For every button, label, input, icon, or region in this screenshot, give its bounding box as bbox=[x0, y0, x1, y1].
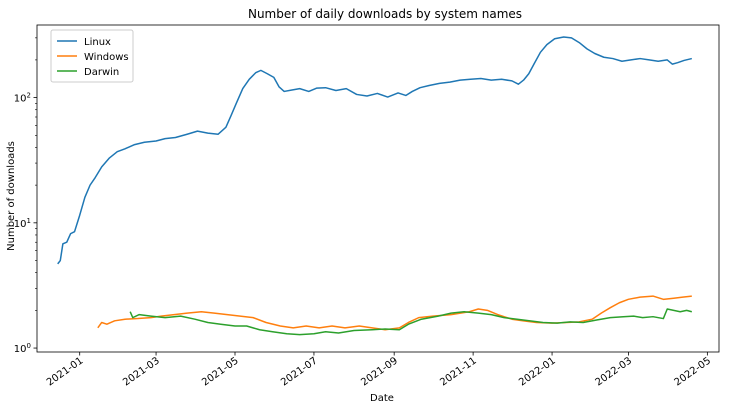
x-tick-label: 2021-07 bbox=[279, 355, 320, 388]
series-layer bbox=[57, 36, 693, 336]
x-tick-label: 2022-05 bbox=[673, 355, 714, 388]
plot-frame bbox=[36, 24, 720, 353]
y-tick-label: 101 bbox=[14, 217, 31, 230]
series-line-windows bbox=[97, 295, 692, 331]
x-tick-label: 2021-05 bbox=[200, 355, 241, 388]
x-tick-label: 2022-03 bbox=[594, 355, 635, 388]
x-tick-label: 2021-03 bbox=[121, 355, 162, 388]
x-axis-label: Date bbox=[370, 393, 394, 404]
x-tick-label: 2022-01 bbox=[517, 355, 558, 388]
legend-label-darwin: Darwin bbox=[84, 67, 119, 78]
legend-label-windows: Windows bbox=[84, 52, 129, 63]
x-tick-label: 2021-01 bbox=[45, 355, 86, 388]
legend-label-linux: Linux bbox=[84, 37, 111, 48]
y-axis-label: Number of downloads bbox=[6, 141, 17, 251]
x-tick-label: 2021-11 bbox=[438, 355, 479, 388]
series-line-linux bbox=[57, 36, 692, 265]
legend: Linux Windows Darwin bbox=[50, 29, 134, 83]
x-tick-label: 2021-09 bbox=[359, 355, 400, 388]
legend-box bbox=[50, 29, 134, 83]
y-tick-label: 100 bbox=[14, 342, 31, 355]
y-tick-label: 102 bbox=[14, 92, 31, 105]
series-line-darwin bbox=[129, 308, 693, 336]
chart-title: Number of daily downloads by system name… bbox=[248, 7, 522, 21]
